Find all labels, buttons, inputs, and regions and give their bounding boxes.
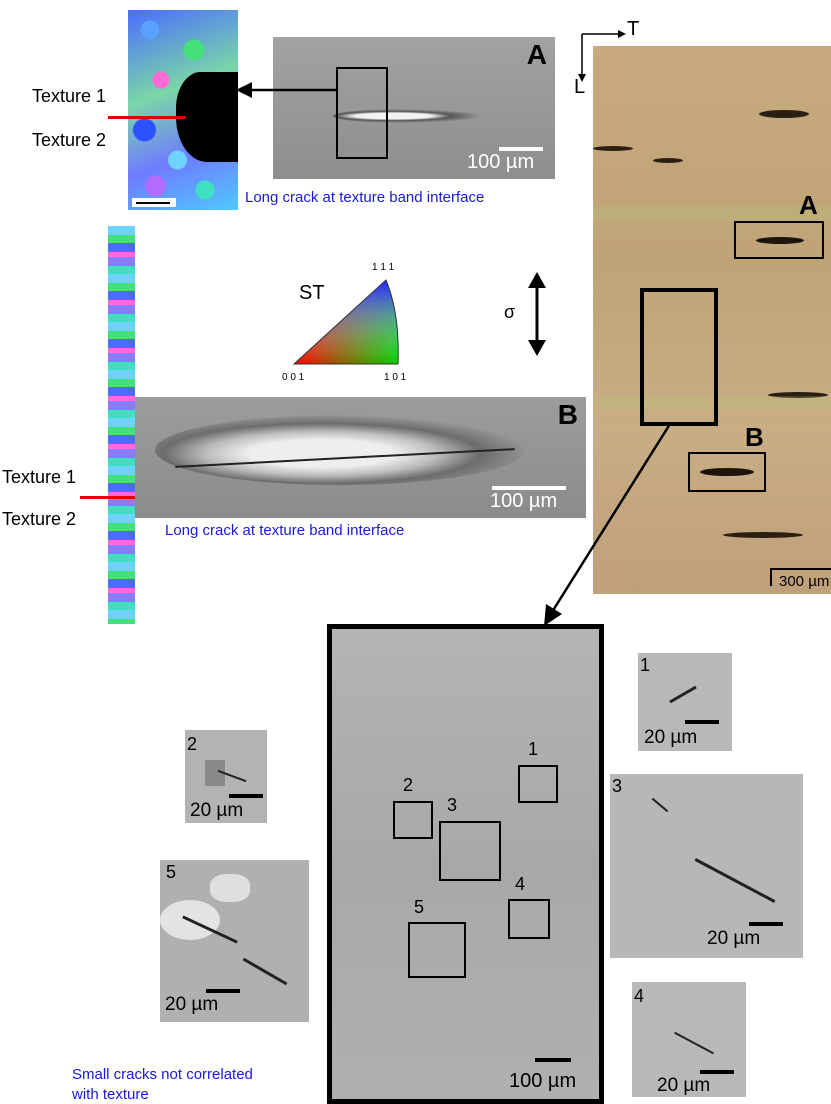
sigma-label: σ xyxy=(504,302,516,322)
optical-zoom-box xyxy=(640,288,718,426)
sem-a-scale-label: 100 µm xyxy=(467,151,535,173)
zoom-box-5-label: 5 xyxy=(414,897,425,917)
texture-2-label-b: Texture 2 xyxy=(2,509,77,529)
inset-2-scale-label: 20 µm xyxy=(190,800,244,821)
axes-icon xyxy=(578,30,626,82)
optical-label-a: A xyxy=(799,190,818,220)
zoom-box-1 xyxy=(518,765,558,803)
ipf-101-label: 1 0 1 xyxy=(384,372,407,383)
bottom-caption-line2: with texture xyxy=(72,1086,149,1103)
texture-1-label-a: Texture 1 xyxy=(32,86,107,106)
optical-scalebar xyxy=(770,568,831,570)
inset-4: 4 20 µm xyxy=(632,982,746,1097)
inset-5-number: 5 xyxy=(166,862,177,882)
sem-a-highlight-box xyxy=(336,67,388,159)
sem-b-scalebar xyxy=(492,486,566,490)
inset-1-number: 1 xyxy=(640,655,651,675)
optical-box-b xyxy=(688,452,766,492)
inset-2-scalebar xyxy=(229,794,263,798)
optical-micrograph: A B 300 µm xyxy=(593,46,831,594)
caption-b: Long crack at texture band interface xyxy=(165,522,405,539)
sem-panel-a: A 100 µm xyxy=(273,37,555,179)
inset-3: 3 20 µm xyxy=(610,774,803,958)
sem-a-letter: A xyxy=(526,39,547,70)
inset-1: 1 20 µm xyxy=(638,653,732,751)
inset-5-scalebar xyxy=(206,989,240,993)
zoom-scale-label: 100 µm xyxy=(509,1070,577,1092)
zoom-box-4 xyxy=(508,899,550,939)
inset-4-scalebar xyxy=(700,1070,734,1074)
zoom-panel: 1 2 3 4 5 100 µm xyxy=(327,624,604,1104)
zoom-box-5 xyxy=(408,922,466,978)
inset-3-number: 3 xyxy=(612,776,623,796)
inset-1-scale-label: 20 µm xyxy=(644,727,698,748)
inset-2: 2 20 µm xyxy=(185,730,267,823)
texture-1-label-b: Texture 1 xyxy=(2,467,77,487)
sem-b-letter: B xyxy=(557,399,578,430)
zoom-box-2-label: 2 xyxy=(403,775,414,795)
inset-5: 5 20 µm xyxy=(160,860,309,1022)
sigma-arrow-icon xyxy=(528,272,546,356)
arrow-zoom-icon xyxy=(544,423,672,626)
ipf-key-triangle xyxy=(292,279,399,365)
inset-4-scale-label: 20 µm xyxy=(657,1075,711,1096)
bottom-caption-line1: Small cracks not correlated xyxy=(72,1066,253,1083)
zoom-box-1-label: 1 xyxy=(528,739,539,759)
inset-2-number: 2 xyxy=(187,734,198,754)
ipf-111-label: 1 1 1 xyxy=(372,262,395,273)
arrow-a-to-ebsd-icon xyxy=(236,82,336,98)
inset-4-number: 4 xyxy=(634,986,645,1006)
optical-scale-label: 300 µm xyxy=(779,573,830,590)
texture-2-label-a: Texture 2 xyxy=(32,130,107,150)
inset-3-scalebar xyxy=(749,922,783,926)
zoom-scalebar xyxy=(535,1058,571,1062)
zoom-box-2 xyxy=(393,801,433,839)
ebsd-map-b xyxy=(108,226,135,624)
inset-1-scalebar xyxy=(685,720,719,724)
sem-b-scale-label: 100 µm xyxy=(490,490,558,512)
zoom-box-3 xyxy=(439,821,501,881)
inset-5-scale-label: 20 µm xyxy=(165,994,219,1015)
axis-t-label: T xyxy=(627,18,640,40)
optical-box-a xyxy=(734,221,824,259)
ebsd-crack-region xyxy=(176,72,238,162)
caption-a: Long crack at texture band interface xyxy=(245,189,485,206)
sem-a-scalebar xyxy=(499,147,543,151)
ebsd-map-a xyxy=(128,10,238,210)
optical-label-b: B xyxy=(745,422,764,452)
axis-l-label: L xyxy=(574,76,586,98)
zoom-box-3-label: 3 xyxy=(447,795,458,815)
sem-panel-b: B 100 µm xyxy=(135,397,586,518)
texture-interface-line-a xyxy=(108,116,186,119)
ipf-001-label: 0 0 1 xyxy=(282,372,305,383)
ipf-direction-label: ST xyxy=(299,282,325,304)
sem-crack-a xyxy=(333,109,483,123)
inset-3-scale-label: 20 µm xyxy=(707,928,761,949)
zoom-box-4-label: 4 xyxy=(515,874,526,894)
